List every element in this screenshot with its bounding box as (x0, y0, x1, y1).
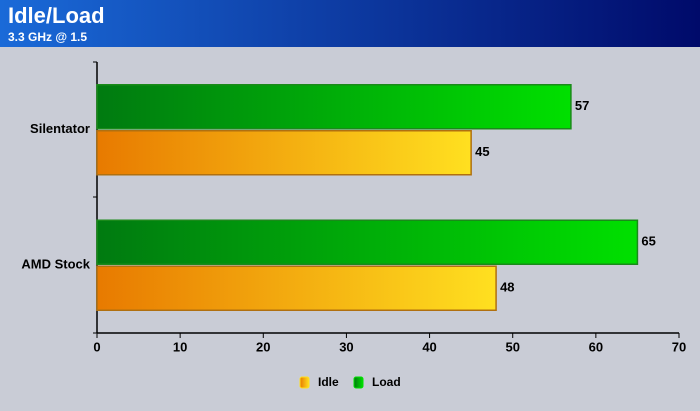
header (0, 0, 700, 47)
bar (96, 130, 472, 176)
x-tick-label: 50 (505, 339, 519, 354)
y-tick-label: Silentator (30, 121, 90, 136)
x-tick-label: 70 (672, 339, 686, 354)
chart-subtitle: 3.3 GHz @ 1.5 (8, 30, 87, 44)
x-tick-label: 20 (256, 339, 270, 354)
bar (96, 265, 497, 311)
x-tick-label: 40 (422, 339, 436, 354)
value-label: 45 (475, 144, 489, 159)
x-tick-label: 10 (173, 339, 187, 354)
y-tick-label: AMD Stock (21, 257, 90, 272)
legend-label: Idle (318, 375, 339, 389)
value-label: 57 (575, 98, 589, 113)
legend-label: Load (372, 375, 401, 389)
value-label: 48 (500, 280, 514, 295)
legend-swatch (353, 376, 364, 389)
x-tick-label: 0 (93, 339, 100, 354)
chart-title: Idle/Load (8, 3, 105, 28)
x-tick-label: 60 (589, 339, 603, 354)
value-label: 65 (641, 234, 655, 249)
bar (96, 84, 572, 130)
bar (96, 219, 639, 265)
x-tick-label: 30 (339, 339, 353, 354)
legend-swatch (299, 376, 310, 389)
